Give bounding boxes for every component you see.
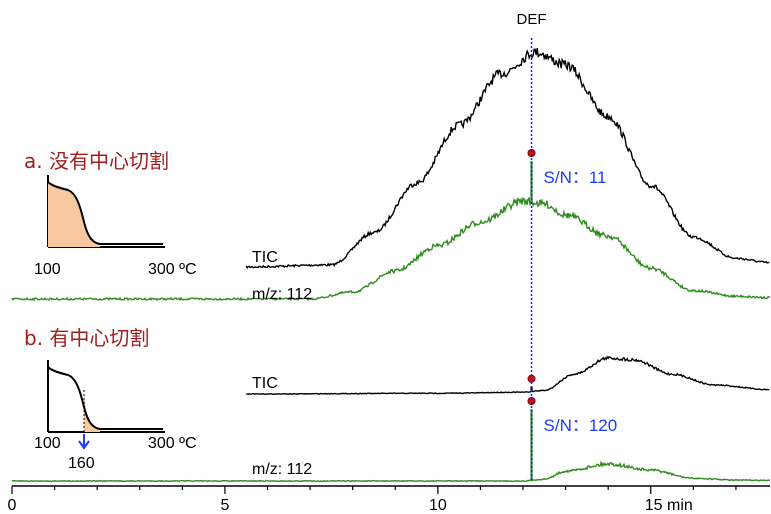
inset-a-fill: [48, 182, 100, 247]
inset-b-curve: [47, 366, 163, 430]
x-tick-label-5: 5: [220, 497, 229, 514]
inset-a-x-start-label: 100: [34, 261, 61, 278]
inset-a-curve: [47, 181, 163, 245]
trace-0-mz112: [11, 196, 771, 302]
x-axis: 0 5 10 15 min: [8, 485, 770, 514]
x-tick-label-10: 10: [429, 497, 447, 514]
series-label-1-tic: TIC: [252, 375, 278, 392]
def-label: DEF: [517, 11, 547, 28]
panel-b-label: b. 有中心切割: [24, 326, 149, 350]
series-label-0-tic: TIC: [252, 249, 278, 266]
inset-b-fill: [84, 392, 100, 432]
inset-a: 100 300 ºC: [34, 175, 197, 278]
x-tick-label-0: 0: [8, 497, 17, 514]
series-label-1-mz: m/z: 112: [252, 461, 312, 478]
peak-dot-1-1: [527, 396, 536, 405]
inset-b-cut-label: 160: [68, 455, 95, 472]
inset-b-x-start-label: 100: [34, 435, 61, 452]
inset-a-x-end-label: 300 ºC: [148, 261, 197, 278]
inset-b-x-end-label: 300 ºC: [148, 435, 197, 452]
inset-b-cut-arrow: [78, 434, 90, 450]
x-tick-label-15: 15 min: [645, 497, 693, 514]
peak-dot-0-1: [527, 148, 536, 157]
series-label-0-mz: m/z: 112: [252, 286, 312, 303]
inset-b: 100 300 ºC 160: [34, 360, 197, 472]
sn-label-0: S/N：11: [544, 168, 607, 187]
trace-1-mz112: [11, 460, 771, 483]
trace-0-tic: [245, 47, 770, 270]
trace-1-tic: [246, 355, 770, 396]
def-marker-layer: DEF: [517, 11, 547, 482]
sn-label-1: S/N：120: [544, 416, 618, 435]
traces-layer: TIC S/N：11 m/z: 112 TIC S/N：120 m/z: 112: [11, 47, 771, 483]
panel-a-label: a. 没有中心切割: [24, 149, 169, 173]
